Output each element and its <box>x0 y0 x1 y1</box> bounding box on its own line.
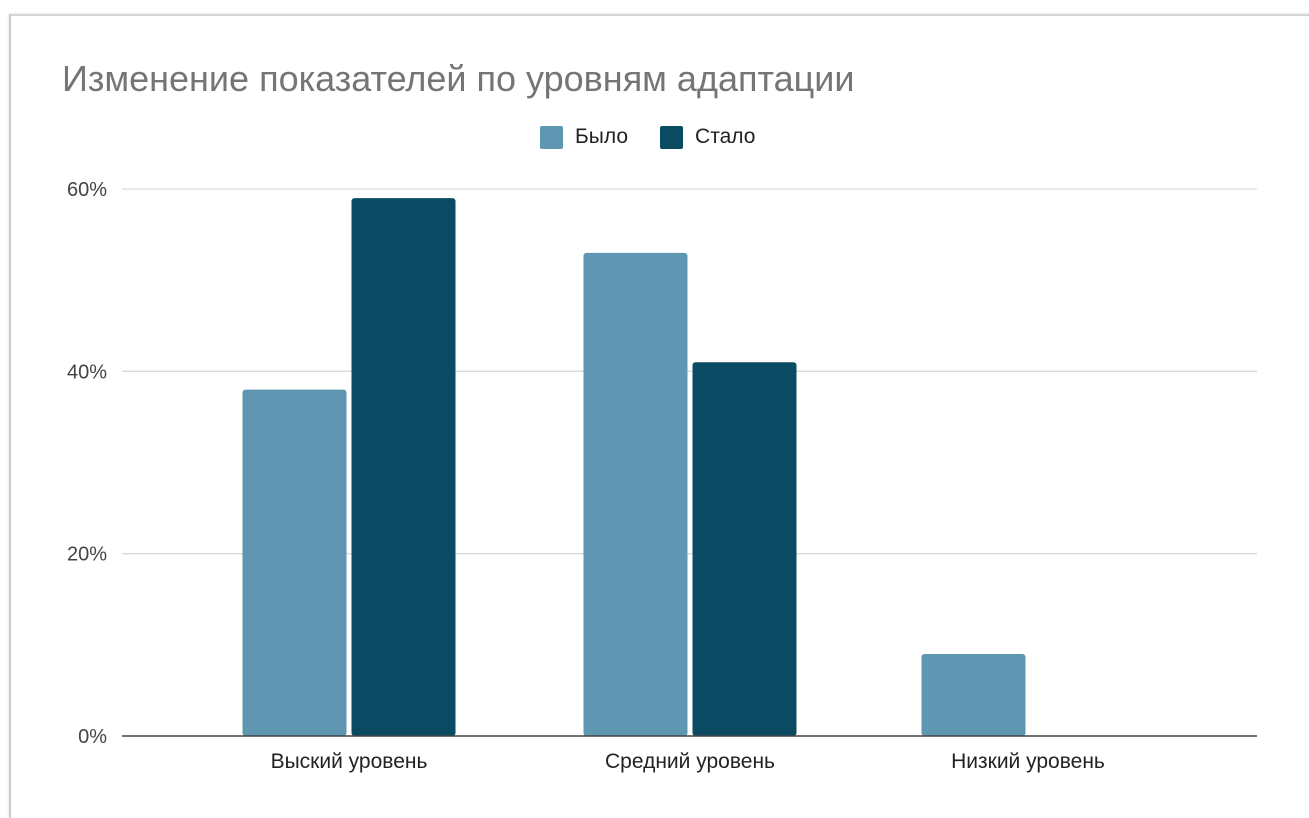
y-tick-label: 20% <box>67 544 107 566</box>
x-tick-label: Выский уровень <box>271 750 428 773</box>
legend-item-series-2: Стало <box>660 125 755 149</box>
y-tick-label: 40% <box>67 361 107 383</box>
y-tick-label: 60% <box>67 179 107 201</box>
x-tick-label: Низкий уровень <box>951 750 1105 773</box>
x-tick-label: Средний уровень <box>605 750 775 773</box>
y-tick-label: 0% <box>78 726 107 748</box>
legend-label-series-1: Было <box>575 125 629 148</box>
chart-legend: Было Стало <box>540 123 755 151</box>
bar-1-1 <box>242 389 347 736</box>
bar-2-1 <box>351 198 456 736</box>
chart-title: Изменение показателей по уровням адаптац… <box>62 58 855 99</box>
bar-1-2 <box>583 252 688 737</box>
legend-swatch-series-2 <box>660 125 684 149</box>
bar-1-3 <box>921 653 1026 736</box>
bar-2-2 <box>692 362 797 736</box>
legend-label-series-2: Стало <box>695 125 756 148</box>
legend-item-series-1: Было <box>540 125 628 149</box>
legend-swatch-series-1 <box>540 125 563 149</box>
